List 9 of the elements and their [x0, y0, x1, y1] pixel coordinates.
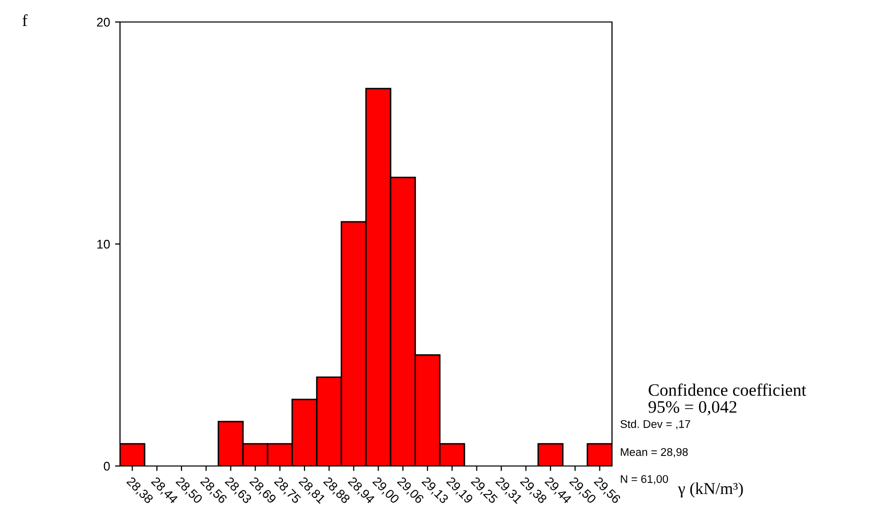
- y-tick-label: 0: [104, 462, 110, 471]
- text: N = 61,00: [620, 475, 668, 484]
- y-tick-label: 10: [97, 240, 110, 249]
- y-axis-title: f: [22, 14, 28, 26]
- x-axis-title: γ (kN/m³): [678, 482, 743, 498]
- y-tick-label: 20: [97, 18, 110, 27]
- text: Mean = 28,98: [620, 448, 688, 458]
- text: Std. Dev = ,17: [620, 420, 690, 430]
- text: Confidence coefficient 95% = 0,042: [648, 383, 806, 416]
